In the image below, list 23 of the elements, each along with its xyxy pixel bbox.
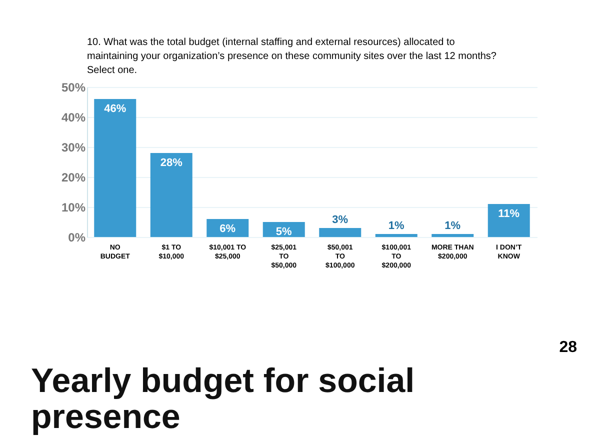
bar xyxy=(150,153,192,237)
data-label: 1% xyxy=(444,220,461,232)
bar xyxy=(375,234,418,237)
y-tick-label: 20% xyxy=(61,170,86,184)
y-tick-label: 10% xyxy=(61,200,86,214)
text: 28 xyxy=(559,339,578,356)
y-tick-label: 0% xyxy=(68,230,86,244)
data-label: 3% xyxy=(332,214,348,226)
chart-subtitle: 10. What was the total budget (internal staffing and external resources) allocated to maintaining your organization’s presence on these community sites over the last 12 months? Select one. xyxy=(87,37,497,76)
y-tick-label: 50% xyxy=(61,80,86,94)
bar xyxy=(94,99,136,237)
data-label: 11% xyxy=(498,208,520,220)
bar xyxy=(432,234,474,237)
data-label: 46% xyxy=(104,103,126,115)
y-tick-label: 30% xyxy=(61,140,86,154)
y-tick-label: 40% xyxy=(61,110,86,124)
data-label: 6% xyxy=(220,223,236,235)
bar xyxy=(319,228,362,237)
text: Yearly budget for social presence xyxy=(30,362,415,436)
data-label: 28% xyxy=(160,157,183,169)
data-label: 5% xyxy=(276,226,292,238)
bar xyxy=(488,204,530,237)
data-label: 1% xyxy=(388,220,405,232)
